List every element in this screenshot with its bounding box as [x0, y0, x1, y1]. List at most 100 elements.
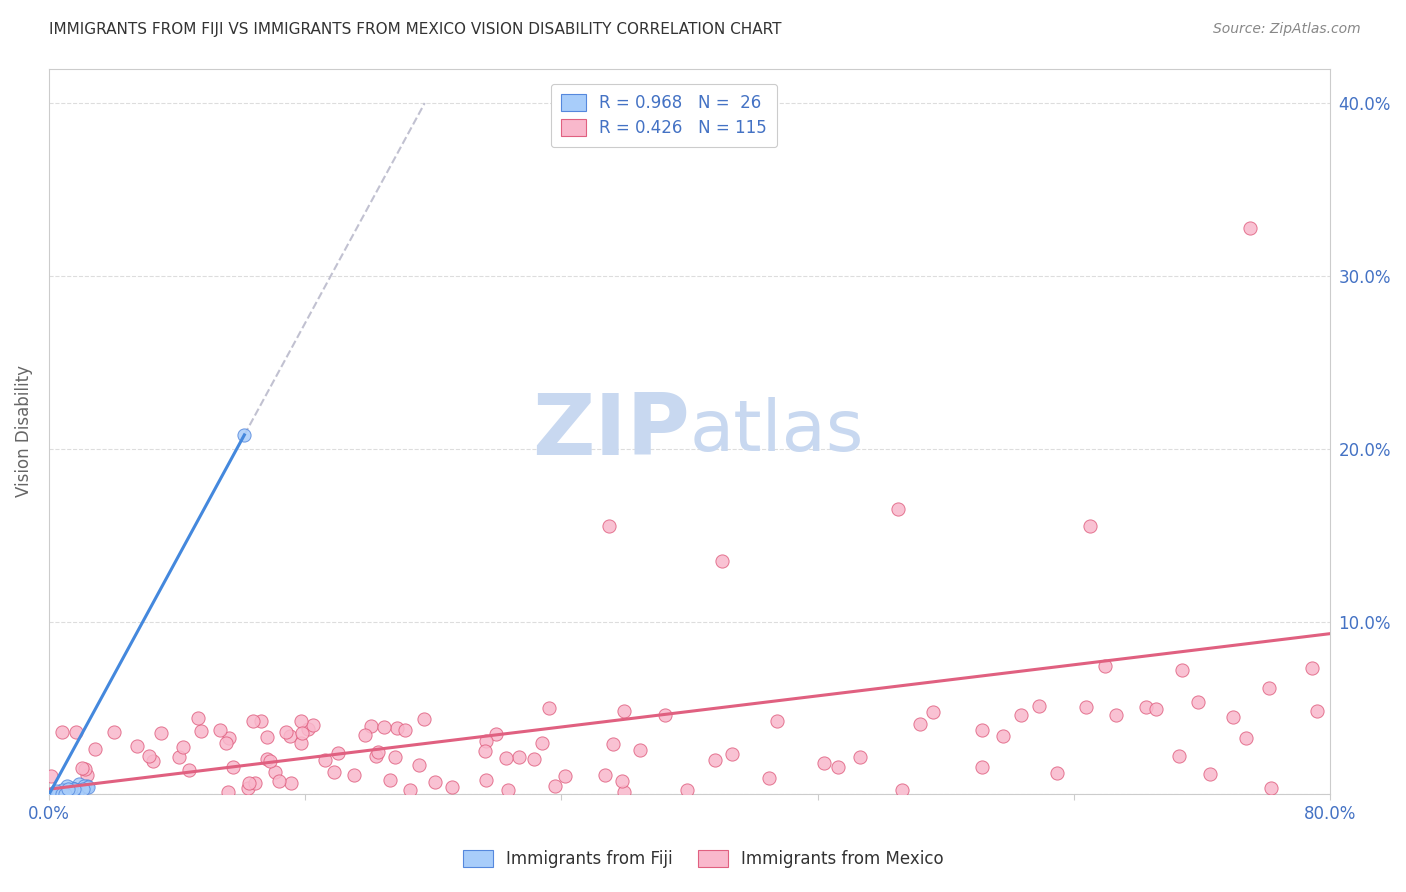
Point — [75, 762, 97, 776]
Text: IMMIGRANTS FROM FIJI VS IMMIGRANTS FROM MEXICO VISION DISABILITY CORRELATION CHA: IMMIGRANTS FROM FIJI VS IMMIGRANTS FROM … — [49, 22, 782, 37]
Point — [51, 725, 73, 739]
Point — [373, 721, 395, 735]
Point — [1078, 519, 1101, 533]
Point — [45, 784, 67, 798]
Point — [440, 780, 463, 795]
Point — [238, 775, 260, 789]
Point — [256, 731, 278, 745]
Point — [380, 772, 402, 787]
Point — [425, 775, 447, 789]
Point — [290, 714, 312, 729]
Point — [138, 749, 160, 764]
Point — [280, 775, 302, 789]
Point — [384, 750, 406, 764]
Point — [1010, 708, 1032, 723]
Point — [554, 769, 576, 783]
Point — [972, 723, 994, 737]
Point — [274, 725, 297, 739]
Point — [53, 787, 76, 801]
Point — [259, 754, 281, 768]
Point — [972, 760, 994, 774]
Point — [1257, 681, 1279, 695]
Point — [1167, 748, 1189, 763]
Point — [523, 752, 546, 766]
Point — [343, 768, 366, 782]
Point — [1260, 780, 1282, 795]
Point — [1306, 704, 1329, 718]
Point — [891, 783, 914, 797]
Point — [269, 774, 291, 789]
Point — [676, 782, 699, 797]
Point — [1094, 659, 1116, 673]
Point — [46, 785, 69, 799]
Point — [593, 767, 616, 781]
Point — [256, 751, 278, 765]
Point — [1074, 699, 1097, 714]
Point — [51, 782, 73, 797]
Legend: R = 0.968   N =  26, R = 0.426   N = 115: R = 0.968 N = 26, R = 0.426 N = 115 — [551, 84, 778, 147]
Point — [263, 764, 285, 779]
Point — [142, 754, 165, 768]
Point — [721, 747, 744, 761]
Point — [83, 742, 105, 756]
Point — [59, 781, 82, 796]
Point — [67, 777, 90, 791]
Text: Source: ZipAtlas.com: Source: ZipAtlas.com — [1213, 22, 1361, 37]
Point — [360, 719, 382, 733]
Point — [367, 745, 389, 759]
Point — [1135, 699, 1157, 714]
Point — [290, 735, 312, 749]
Point — [758, 771, 780, 785]
Legend: Immigrants from Fiji, Immigrants from Mexico: Immigrants from Fiji, Immigrants from Me… — [456, 843, 950, 875]
Point — [51, 787, 73, 801]
Point — [125, 739, 148, 754]
Point — [302, 718, 325, 732]
Point — [46, 786, 69, 800]
Point — [364, 748, 387, 763]
Point — [76, 768, 98, 782]
Point — [485, 727, 508, 741]
Point — [41, 787, 63, 801]
Point — [66, 783, 89, 797]
Point — [1301, 661, 1323, 675]
Point — [602, 737, 624, 751]
Point — [297, 722, 319, 736]
Point — [508, 749, 530, 764]
Point — [149, 726, 172, 740]
Point — [993, 729, 1015, 743]
Point — [849, 750, 872, 764]
Point — [394, 723, 416, 737]
Point — [218, 731, 240, 745]
Point — [543, 779, 565, 793]
Point — [495, 750, 517, 764]
Point — [921, 705, 943, 719]
Point — [70, 761, 93, 775]
Point — [475, 773, 498, 788]
Point — [538, 700, 561, 714]
Point — [1187, 695, 1209, 709]
Point — [1028, 699, 1050, 714]
Point — [531, 736, 554, 750]
Point — [1144, 701, 1167, 715]
Point — [73, 779, 96, 793]
Point — [42, 787, 65, 801]
Point — [172, 739, 194, 754]
Point — [475, 734, 498, 748]
Point — [496, 783, 519, 797]
Point — [53, 785, 76, 799]
Point — [103, 724, 125, 739]
Point — [242, 714, 264, 728]
Point — [56, 779, 79, 793]
Y-axis label: Vision Disability: Vision Disability — [15, 366, 32, 498]
Point — [56, 782, 79, 797]
Point — [238, 781, 260, 796]
Point — [63, 782, 86, 797]
Point — [354, 728, 377, 742]
Point — [278, 729, 301, 743]
Point — [413, 712, 436, 726]
Text: atlas: atlas — [689, 397, 863, 466]
Point — [610, 774, 633, 789]
Point — [243, 776, 266, 790]
Point — [628, 743, 651, 757]
Point — [399, 782, 422, 797]
